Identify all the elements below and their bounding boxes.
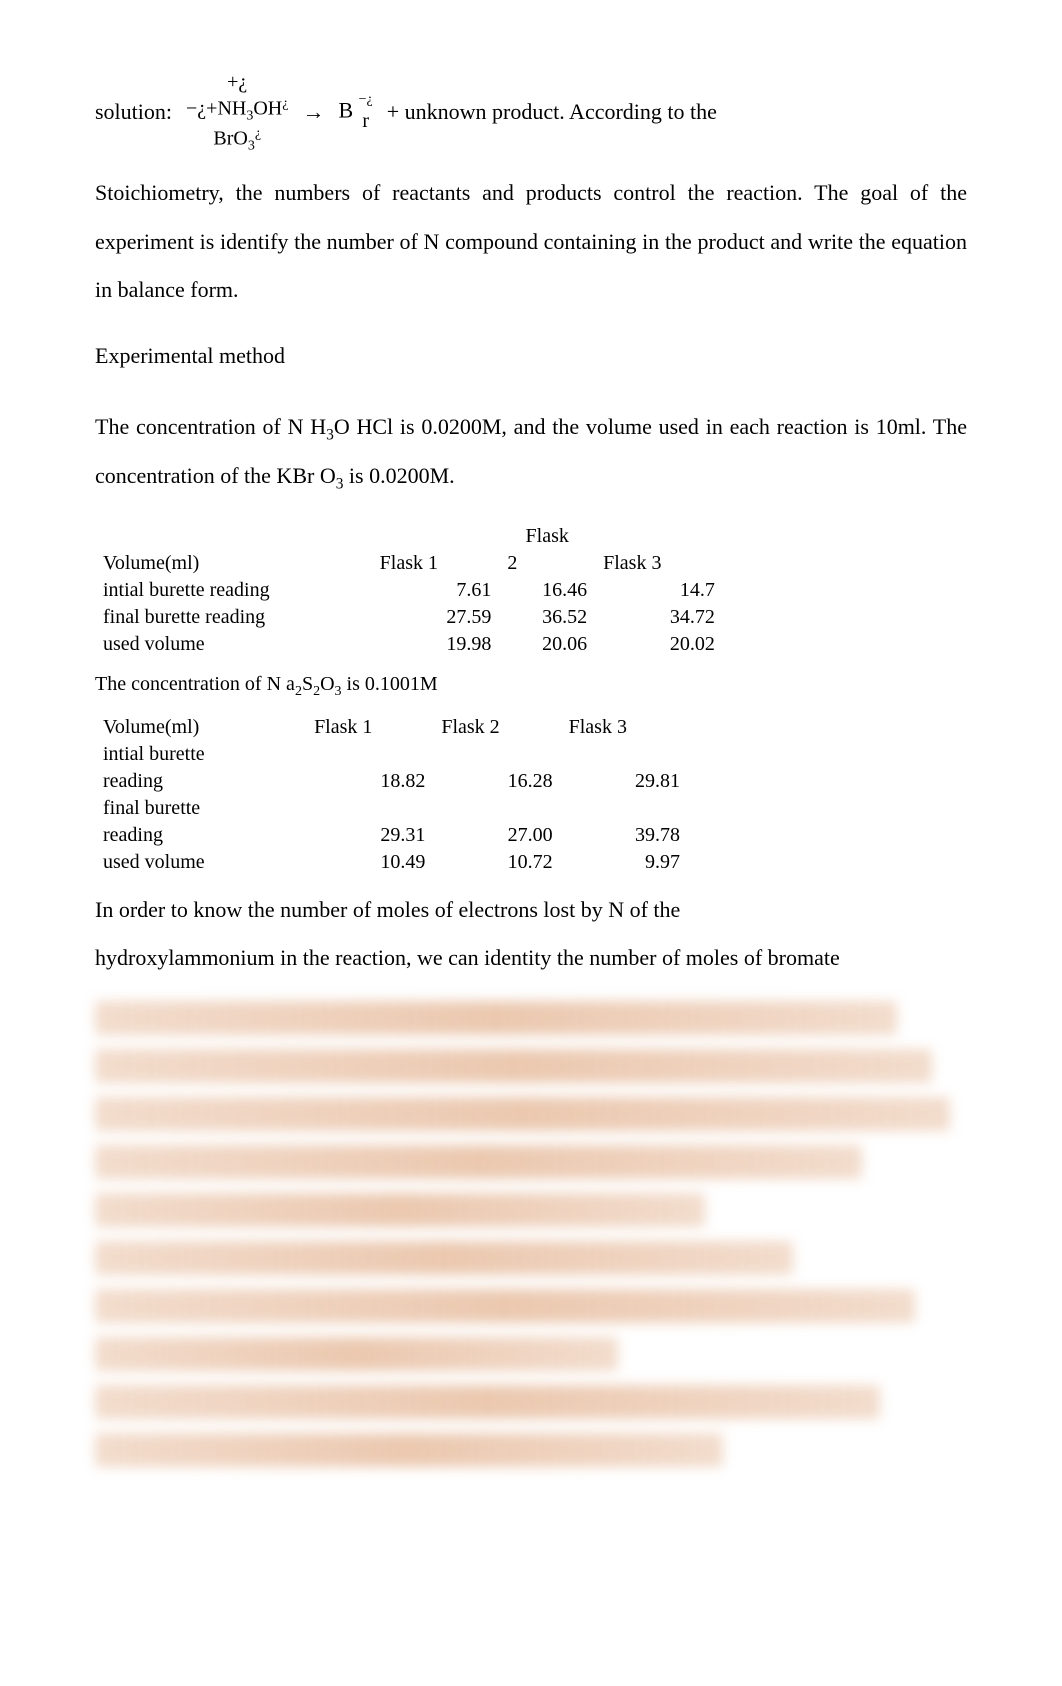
t2-header: Volume(ml) Flask 1 Flask 2 Flask 3	[95, 714, 688, 741]
page-root: solution: +¿ −¿+NH3OH¿ BrO3¿ → B −¿ r + …	[0, 0, 1062, 1686]
table-row: intial burette reading 7.61 16.46 14.7	[95, 577, 723, 604]
stack-mid: −¿+NH3OH¿	[186, 95, 288, 125]
t1-header: Volume(ml) Flask 1 2 Flask 3	[95, 550, 723, 577]
thiosulfate-conc-line: The concentration of N a2S2O3 is 0.1001M	[95, 668, 967, 703]
heading-experimental-method: Experimental method	[95, 332, 967, 380]
table-row: reading 29.31 27.00 39.78	[95, 822, 688, 849]
t1-header-upper: Flask	[95, 523, 723, 550]
para-concentrations: The concentration of N H3O HCl is 0.0200…	[95, 403, 967, 502]
t2-h-label: Volume(ml)	[95, 714, 306, 741]
obscured-content	[95, 1001, 967, 1467]
obscured-overlay	[95, 1001, 967, 1467]
reaction-arrow: →	[302, 99, 324, 125]
table-row: final burette reading 27.59 36.52 34.72	[95, 604, 723, 631]
stack-top: +¿	[227, 70, 247, 95]
t2-h1: Flask 1	[306, 714, 433, 741]
para-after-tables-2: hydroxylammonium in the reaction, we can…	[95, 934, 967, 982]
table-row: used volume 10.49 10.72 9.97	[95, 849, 688, 876]
table-row: used volume 19.98 20.06 20.02	[95, 631, 723, 658]
table-row: final burette	[95, 795, 688, 822]
t1-flask-upper: Flask	[499, 523, 595, 550]
table-row: reading 18.82 16.28 29.81	[95, 768, 688, 795]
t1-h1: Flask 1	[372, 550, 500, 577]
stack-bot: BrO3¿	[213, 125, 261, 155]
reaction-line: solution: +¿ −¿+NH3OH¿ BrO3¿ → B −¿ r + …	[95, 70, 967, 155]
table-bromate: Flask Volume(ml) Flask 1 2 Flask 3 intia…	[95, 523, 723, 658]
reaction-rhs: B −¿ r	[338, 91, 372, 134]
t2-h2: Flask 2	[433, 714, 560, 741]
t2-h3: Flask 3	[561, 714, 688, 741]
solution-label: solution:	[95, 99, 172, 125]
para-after-tables-1: In order to know the number of moles of …	[95, 886, 967, 934]
table-thiosulfate: Volume(ml) Flask 1 Flask 2 Flask 3 intia…	[95, 714, 688, 876]
t1-h2: 2	[499, 550, 595, 577]
para-stoichiometry: Stoichiometry, the numbers of reactants …	[95, 169, 967, 314]
rhs-r-stack: −¿ r	[359, 91, 373, 134]
reaction-tail: + unknown product. According to the	[387, 99, 967, 125]
reaction-left-stack: +¿ −¿+NH3OH¿ BrO3¿	[186, 70, 288, 155]
t1-h-label: Volume(ml)	[95, 550, 372, 577]
table-row: intial burette	[95, 741, 688, 768]
t1-h3: Flask 3	[595, 550, 723, 577]
